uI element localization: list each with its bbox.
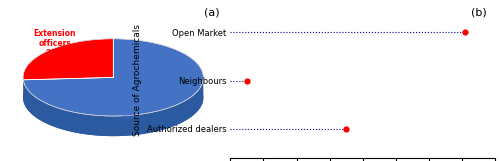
- Text: (a): (a): [204, 8, 219, 18]
- Ellipse shape: [23, 59, 204, 136]
- Y-axis label: Source of Agrochemicals: Source of Agrochemicals: [134, 24, 142, 137]
- Text: (b): (b): [472, 8, 487, 18]
- Text: Follow farmer
74%: Follow farmer 74%: [103, 102, 155, 121]
- Polygon shape: [23, 78, 204, 136]
- Polygon shape: [23, 39, 204, 116]
- Text: Extension
officers
26%: Extension officers 26%: [34, 28, 76, 58]
- Polygon shape: [23, 39, 113, 80]
